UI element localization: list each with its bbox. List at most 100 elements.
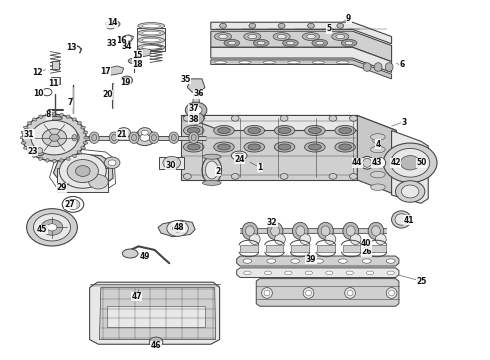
- Ellipse shape: [305, 142, 325, 152]
- Ellipse shape: [267, 259, 276, 263]
- Circle shape: [89, 175, 108, 189]
- Ellipse shape: [183, 142, 204, 152]
- Ellipse shape: [273, 33, 290, 41]
- Ellipse shape: [112, 134, 117, 141]
- Ellipse shape: [264, 271, 271, 275]
- Ellipse shape: [263, 61, 275, 64]
- Circle shape: [231, 174, 239, 179]
- Circle shape: [142, 130, 148, 135]
- Ellipse shape: [244, 271, 251, 275]
- Text: 49: 49: [140, 252, 150, 261]
- Ellipse shape: [339, 127, 351, 134]
- Ellipse shape: [253, 40, 269, 46]
- Ellipse shape: [151, 134, 156, 141]
- Polygon shape: [237, 268, 399, 278]
- Ellipse shape: [278, 144, 291, 150]
- Text: 16: 16: [117, 36, 127, 45]
- Polygon shape: [357, 116, 396, 195]
- Ellipse shape: [215, 33, 232, 41]
- Ellipse shape: [224, 40, 240, 46]
- Ellipse shape: [285, 271, 292, 275]
- Polygon shape: [90, 282, 220, 344]
- Ellipse shape: [149, 132, 159, 143]
- Ellipse shape: [370, 184, 385, 190]
- Ellipse shape: [214, 142, 234, 152]
- Ellipse shape: [389, 290, 394, 296]
- Ellipse shape: [362, 259, 371, 263]
- Text: 37: 37: [188, 104, 199, 113]
- Ellipse shape: [288, 61, 300, 64]
- Circle shape: [140, 134, 150, 141]
- Polygon shape: [392, 131, 428, 203]
- Ellipse shape: [370, 134, 385, 140]
- Circle shape: [337, 23, 343, 28]
- Text: 40: 40: [361, 239, 371, 248]
- Ellipse shape: [249, 234, 260, 244]
- Ellipse shape: [374, 63, 382, 71]
- Ellipse shape: [321, 226, 330, 236]
- Circle shape: [231, 116, 239, 121]
- Ellipse shape: [316, 41, 324, 45]
- Ellipse shape: [305, 271, 313, 275]
- Ellipse shape: [84, 136, 89, 139]
- Ellipse shape: [187, 144, 200, 150]
- Polygon shape: [119, 35, 134, 43]
- Ellipse shape: [46, 159, 49, 162]
- Text: 18: 18: [132, 60, 143, 69]
- Circle shape: [190, 106, 202, 114]
- Ellipse shape: [242, 222, 258, 239]
- Circle shape: [329, 116, 337, 121]
- Ellipse shape: [274, 126, 295, 135]
- Ellipse shape: [187, 127, 200, 134]
- Circle shape: [349, 174, 357, 179]
- Ellipse shape: [183, 126, 204, 135]
- Ellipse shape: [77, 151, 81, 154]
- Bar: [137, 28, 165, 51]
- Ellipse shape: [39, 115, 43, 118]
- Text: 34: 34: [122, 42, 132, 51]
- Ellipse shape: [231, 151, 247, 160]
- Polygon shape: [266, 245, 283, 252]
- Text: 42: 42: [390, 158, 401, 167]
- Ellipse shape: [291, 259, 299, 263]
- Ellipse shape: [219, 35, 227, 39]
- Ellipse shape: [264, 290, 270, 296]
- Ellipse shape: [189, 132, 198, 143]
- Circle shape: [42, 129, 67, 147]
- Polygon shape: [211, 60, 392, 79]
- Circle shape: [124, 36, 132, 41]
- Ellipse shape: [49, 117, 62, 120]
- Circle shape: [66, 199, 80, 210]
- Ellipse shape: [245, 226, 254, 236]
- Ellipse shape: [52, 134, 57, 141]
- Ellipse shape: [70, 132, 79, 143]
- Text: 7: 7: [68, 98, 73, 107]
- Ellipse shape: [39, 157, 43, 161]
- Text: 3: 3: [401, 118, 406, 127]
- Circle shape: [117, 128, 131, 138]
- Ellipse shape: [312, 61, 324, 64]
- Ellipse shape: [336, 35, 344, 39]
- Ellipse shape: [138, 30, 165, 36]
- Ellipse shape: [363, 158, 371, 167]
- Text: 24: 24: [234, 155, 245, 164]
- Ellipse shape: [283, 40, 298, 46]
- Ellipse shape: [277, 35, 286, 39]
- Ellipse shape: [244, 142, 265, 152]
- Circle shape: [308, 23, 315, 28]
- Text: 13: 13: [66, 43, 77, 52]
- Circle shape: [26, 209, 77, 246]
- Text: 43: 43: [372, 158, 382, 167]
- Ellipse shape: [92, 134, 97, 141]
- Ellipse shape: [325, 234, 336, 244]
- Text: 19: 19: [120, 78, 130, 87]
- Circle shape: [220, 23, 226, 28]
- Ellipse shape: [387, 271, 394, 275]
- Ellipse shape: [215, 61, 227, 64]
- Circle shape: [124, 78, 130, 82]
- Circle shape: [401, 185, 419, 198]
- Ellipse shape: [368, 222, 384, 239]
- Circle shape: [188, 113, 204, 124]
- Polygon shape: [211, 47, 392, 72]
- Circle shape: [400, 156, 420, 170]
